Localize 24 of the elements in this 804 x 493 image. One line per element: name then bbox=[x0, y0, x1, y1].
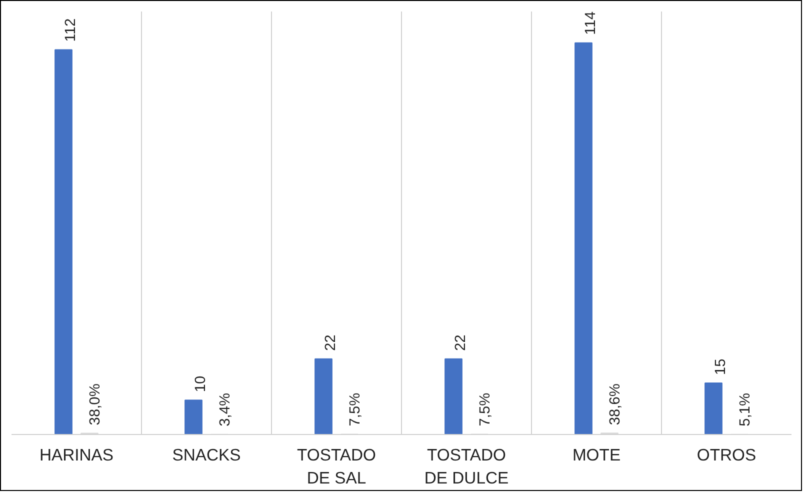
bar bbox=[704, 382, 722, 434]
data-label: 38,0% bbox=[88, 384, 104, 426]
data-label: 112 bbox=[63, 18, 79, 42]
data-label: 22 bbox=[323, 334, 339, 351]
x-tick-label: SNACKS bbox=[172, 446, 241, 464]
data-label: 114 bbox=[583, 11, 599, 35]
bar bbox=[444, 358, 462, 434]
bar bbox=[184, 400, 202, 434]
x-tick-label: HARINAS bbox=[39, 446, 114, 464]
data-label: 7,5% bbox=[478, 392, 494, 426]
bar bbox=[314, 358, 332, 434]
data-label: 15 bbox=[713, 358, 729, 375]
x-tick-label: OTROS bbox=[696, 446, 756, 464]
data-label: 38,6% bbox=[608, 384, 624, 426]
data-label: 3,4% bbox=[218, 392, 234, 426]
data-label: 22 bbox=[453, 334, 469, 351]
x-tick-label: MOTE bbox=[572, 446, 621, 464]
data-label: 5,1% bbox=[738, 392, 754, 426]
data-label: 7,5% bbox=[348, 392, 364, 426]
bar bbox=[574, 42, 592, 434]
x-tick-label: TOSTADO DE SAL bbox=[297, 446, 376, 488]
bar bbox=[54, 49, 72, 434]
data-label: 10 bbox=[193, 376, 209, 392]
x-tick-label: TOSTADO DE DULCE bbox=[424, 446, 509, 488]
